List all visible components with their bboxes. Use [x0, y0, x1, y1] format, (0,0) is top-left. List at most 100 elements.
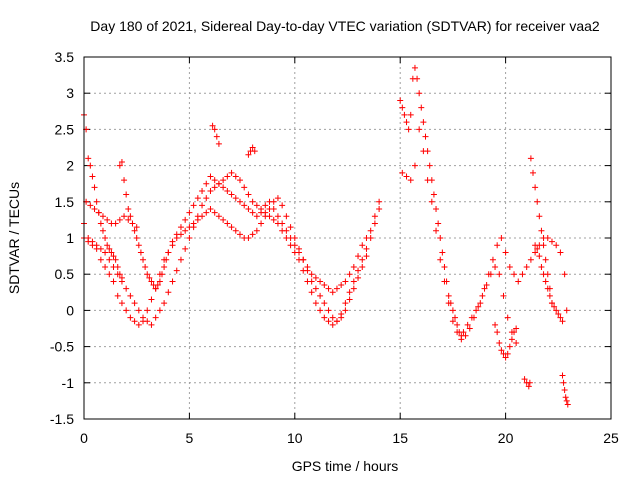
- data-point: [133, 235, 140, 241]
- data-point: [435, 220, 442, 227]
- data-point: [182, 227, 189, 234]
- data-point: [563, 307, 570, 314]
- data-point: [114, 271, 121, 278]
- data-point: [551, 303, 558, 310]
- data-point: [411, 64, 418, 71]
- data-point: [220, 216, 227, 223]
- data-point: [85, 155, 92, 162]
- data-point: [270, 198, 277, 205]
- data-point: [538, 263, 545, 270]
- data-point: [433, 227, 440, 234]
- data-point: [148, 321, 155, 328]
- data-point: [203, 209, 210, 216]
- data-point: [397, 97, 404, 104]
- data-point: [359, 263, 366, 270]
- data-point: [466, 325, 473, 332]
- data-point: [325, 318, 332, 325]
- data-point: [521, 376, 528, 383]
- data-point: [342, 300, 349, 307]
- data-point: [367, 235, 374, 241]
- data-point: [308, 289, 315, 296]
- data-point: [559, 318, 566, 325]
- data-point: [161, 300, 168, 307]
- data-point: [186, 224, 193, 231]
- data-point: [561, 271, 568, 278]
- data-point: [110, 253, 117, 260]
- data-point: [224, 220, 231, 227]
- data-point: [359, 242, 366, 249]
- data-point: [211, 184, 218, 191]
- data-point: [110, 263, 117, 270]
- data-point: [165, 289, 172, 296]
- data-point: [420, 148, 427, 155]
- data-point: [441, 278, 448, 285]
- data-point: [211, 177, 218, 184]
- data-point: [350, 278, 357, 285]
- data-point: [350, 285, 357, 292]
- y-tick-label: 1.5: [55, 194, 75, 210]
- data-point: [114, 292, 121, 299]
- data-point: [274, 195, 281, 202]
- data-point: [215, 140, 222, 147]
- data-point: [454, 329, 461, 336]
- series-short-segments: [209, 122, 258, 158]
- data-point: [542, 278, 549, 285]
- data-point: [532, 184, 539, 191]
- data-point: [118, 278, 125, 285]
- data-point: [186, 235, 193, 241]
- data-point: [245, 191, 252, 198]
- data-point: [544, 285, 551, 292]
- data-point: [329, 314, 336, 321]
- ticks: -1.5 -1 -0.5 0 0.5 1 1.5 2 2.5 3 3.5 0 5 10 15 20 25: [50, 49, 619, 446]
- data-point: [152, 285, 159, 292]
- data-point: [504, 314, 511, 321]
- data-point: [220, 177, 227, 184]
- data-point: [439, 249, 446, 256]
- data-point: [416, 126, 423, 133]
- data-point: [266, 206, 273, 213]
- data-point: [553, 242, 560, 249]
- data-point: [228, 224, 235, 231]
- data-point: [424, 177, 431, 184]
- data-point: [496, 271, 503, 278]
- data-point: [557, 249, 564, 256]
- data-point: [131, 300, 138, 307]
- y-tick-label: -1.5: [50, 411, 74, 427]
- data-point: [363, 245, 370, 252]
- data-point: [355, 267, 362, 274]
- data-point: [182, 245, 189, 252]
- data-point: [342, 307, 349, 314]
- data-point: [321, 282, 328, 289]
- data-point: [342, 278, 349, 285]
- data-point: [407, 111, 414, 118]
- series-track-j: [532, 242, 566, 325]
- data-point: [249, 198, 256, 205]
- data-point: [135, 321, 142, 328]
- data-point: [411, 162, 418, 169]
- data-point: [165, 249, 172, 256]
- data-point: [245, 151, 252, 158]
- data-point: [530, 169, 537, 176]
- data-point: [262, 202, 269, 209]
- data-point: [207, 173, 214, 180]
- data-point: [325, 285, 332, 292]
- data-point: [97, 245, 104, 252]
- data-point: [428, 198, 435, 205]
- data-point: [283, 235, 290, 241]
- chart-title: Day 180 of 2021, Sidereal Day-to-day VTE…: [90, 18, 600, 34]
- data-point: [93, 198, 100, 205]
- data-point: [355, 253, 362, 260]
- data-point: [112, 220, 119, 227]
- data-point: [470, 314, 477, 321]
- data-point: [481, 285, 488, 292]
- data-point: [562, 394, 569, 401]
- data-point: [135, 242, 142, 249]
- data-point: [118, 158, 125, 165]
- series-track-i: [527, 155, 555, 307]
- data-point: [317, 278, 324, 285]
- data-point: [430, 191, 437, 198]
- data-point: [253, 213, 260, 220]
- data-point: [190, 202, 197, 209]
- data-point: [422, 133, 429, 140]
- data-point: [87, 162, 94, 169]
